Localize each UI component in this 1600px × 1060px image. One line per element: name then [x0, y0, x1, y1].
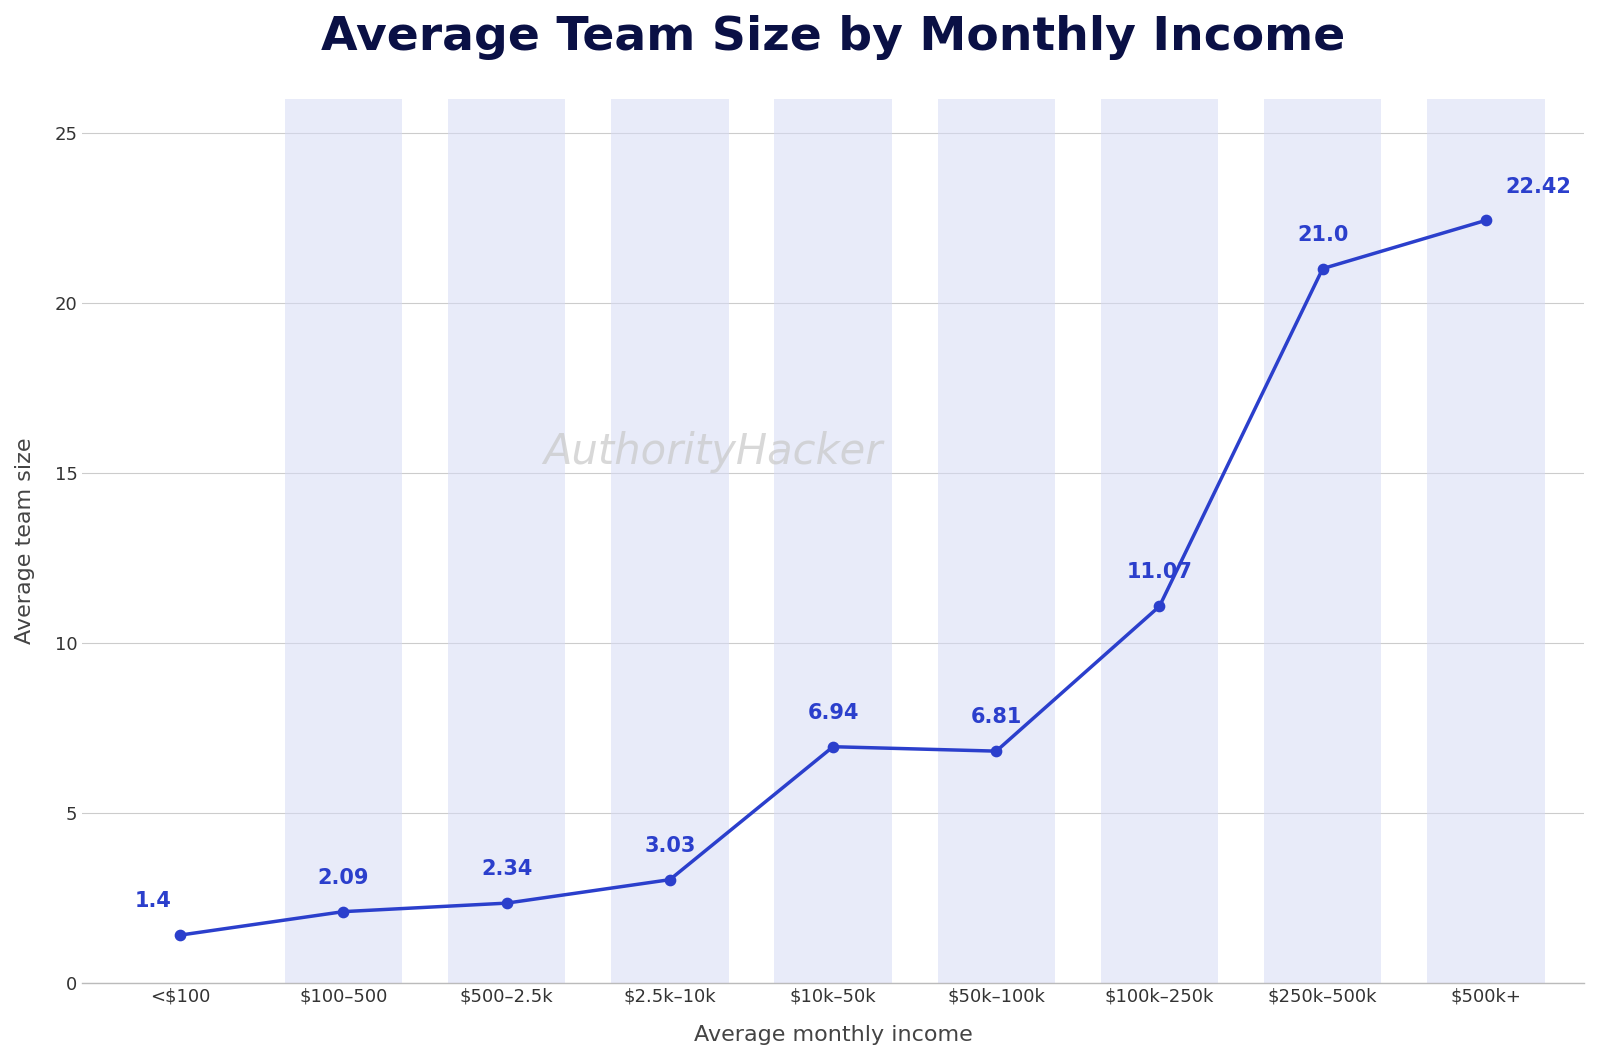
Bar	[611, 99, 728, 983]
Point	[658, 871, 683, 888]
Point	[168, 926, 194, 943]
Point	[331, 903, 357, 920]
Point	[821, 738, 846, 755]
Point	[494, 895, 520, 912]
X-axis label: Average monthly income: Average monthly income	[694, 1025, 973, 1045]
Bar	[938, 99, 1054, 983]
Point	[1310, 260, 1336, 277]
Text: 2.34: 2.34	[482, 860, 533, 880]
Bar	[1264, 99, 1381, 983]
Bar	[285, 99, 402, 983]
Text: AuthorityHacker: AuthorityHacker	[544, 431, 883, 473]
Y-axis label: Average team size: Average team size	[14, 438, 35, 643]
Bar	[774, 99, 891, 983]
Text: 6.81: 6.81	[971, 707, 1022, 727]
Text: 11.07: 11.07	[1126, 563, 1192, 583]
Bar	[1101, 99, 1218, 983]
Text: 21.0: 21.0	[1298, 225, 1349, 245]
Bar	[448, 99, 565, 983]
Bar	[1427, 99, 1544, 983]
Title: Average Team Size by Monthly Income: Average Team Size by Monthly Income	[322, 15, 1346, 60]
Point	[984, 743, 1010, 760]
Point	[1474, 212, 1499, 229]
Text: 3.03: 3.03	[645, 836, 696, 855]
Point	[1147, 598, 1173, 615]
Text: 22.42: 22.42	[1506, 177, 1571, 196]
Text: 2.09: 2.09	[318, 868, 370, 888]
Text: 1.4: 1.4	[134, 891, 171, 912]
Text: 6.94: 6.94	[808, 703, 859, 723]
